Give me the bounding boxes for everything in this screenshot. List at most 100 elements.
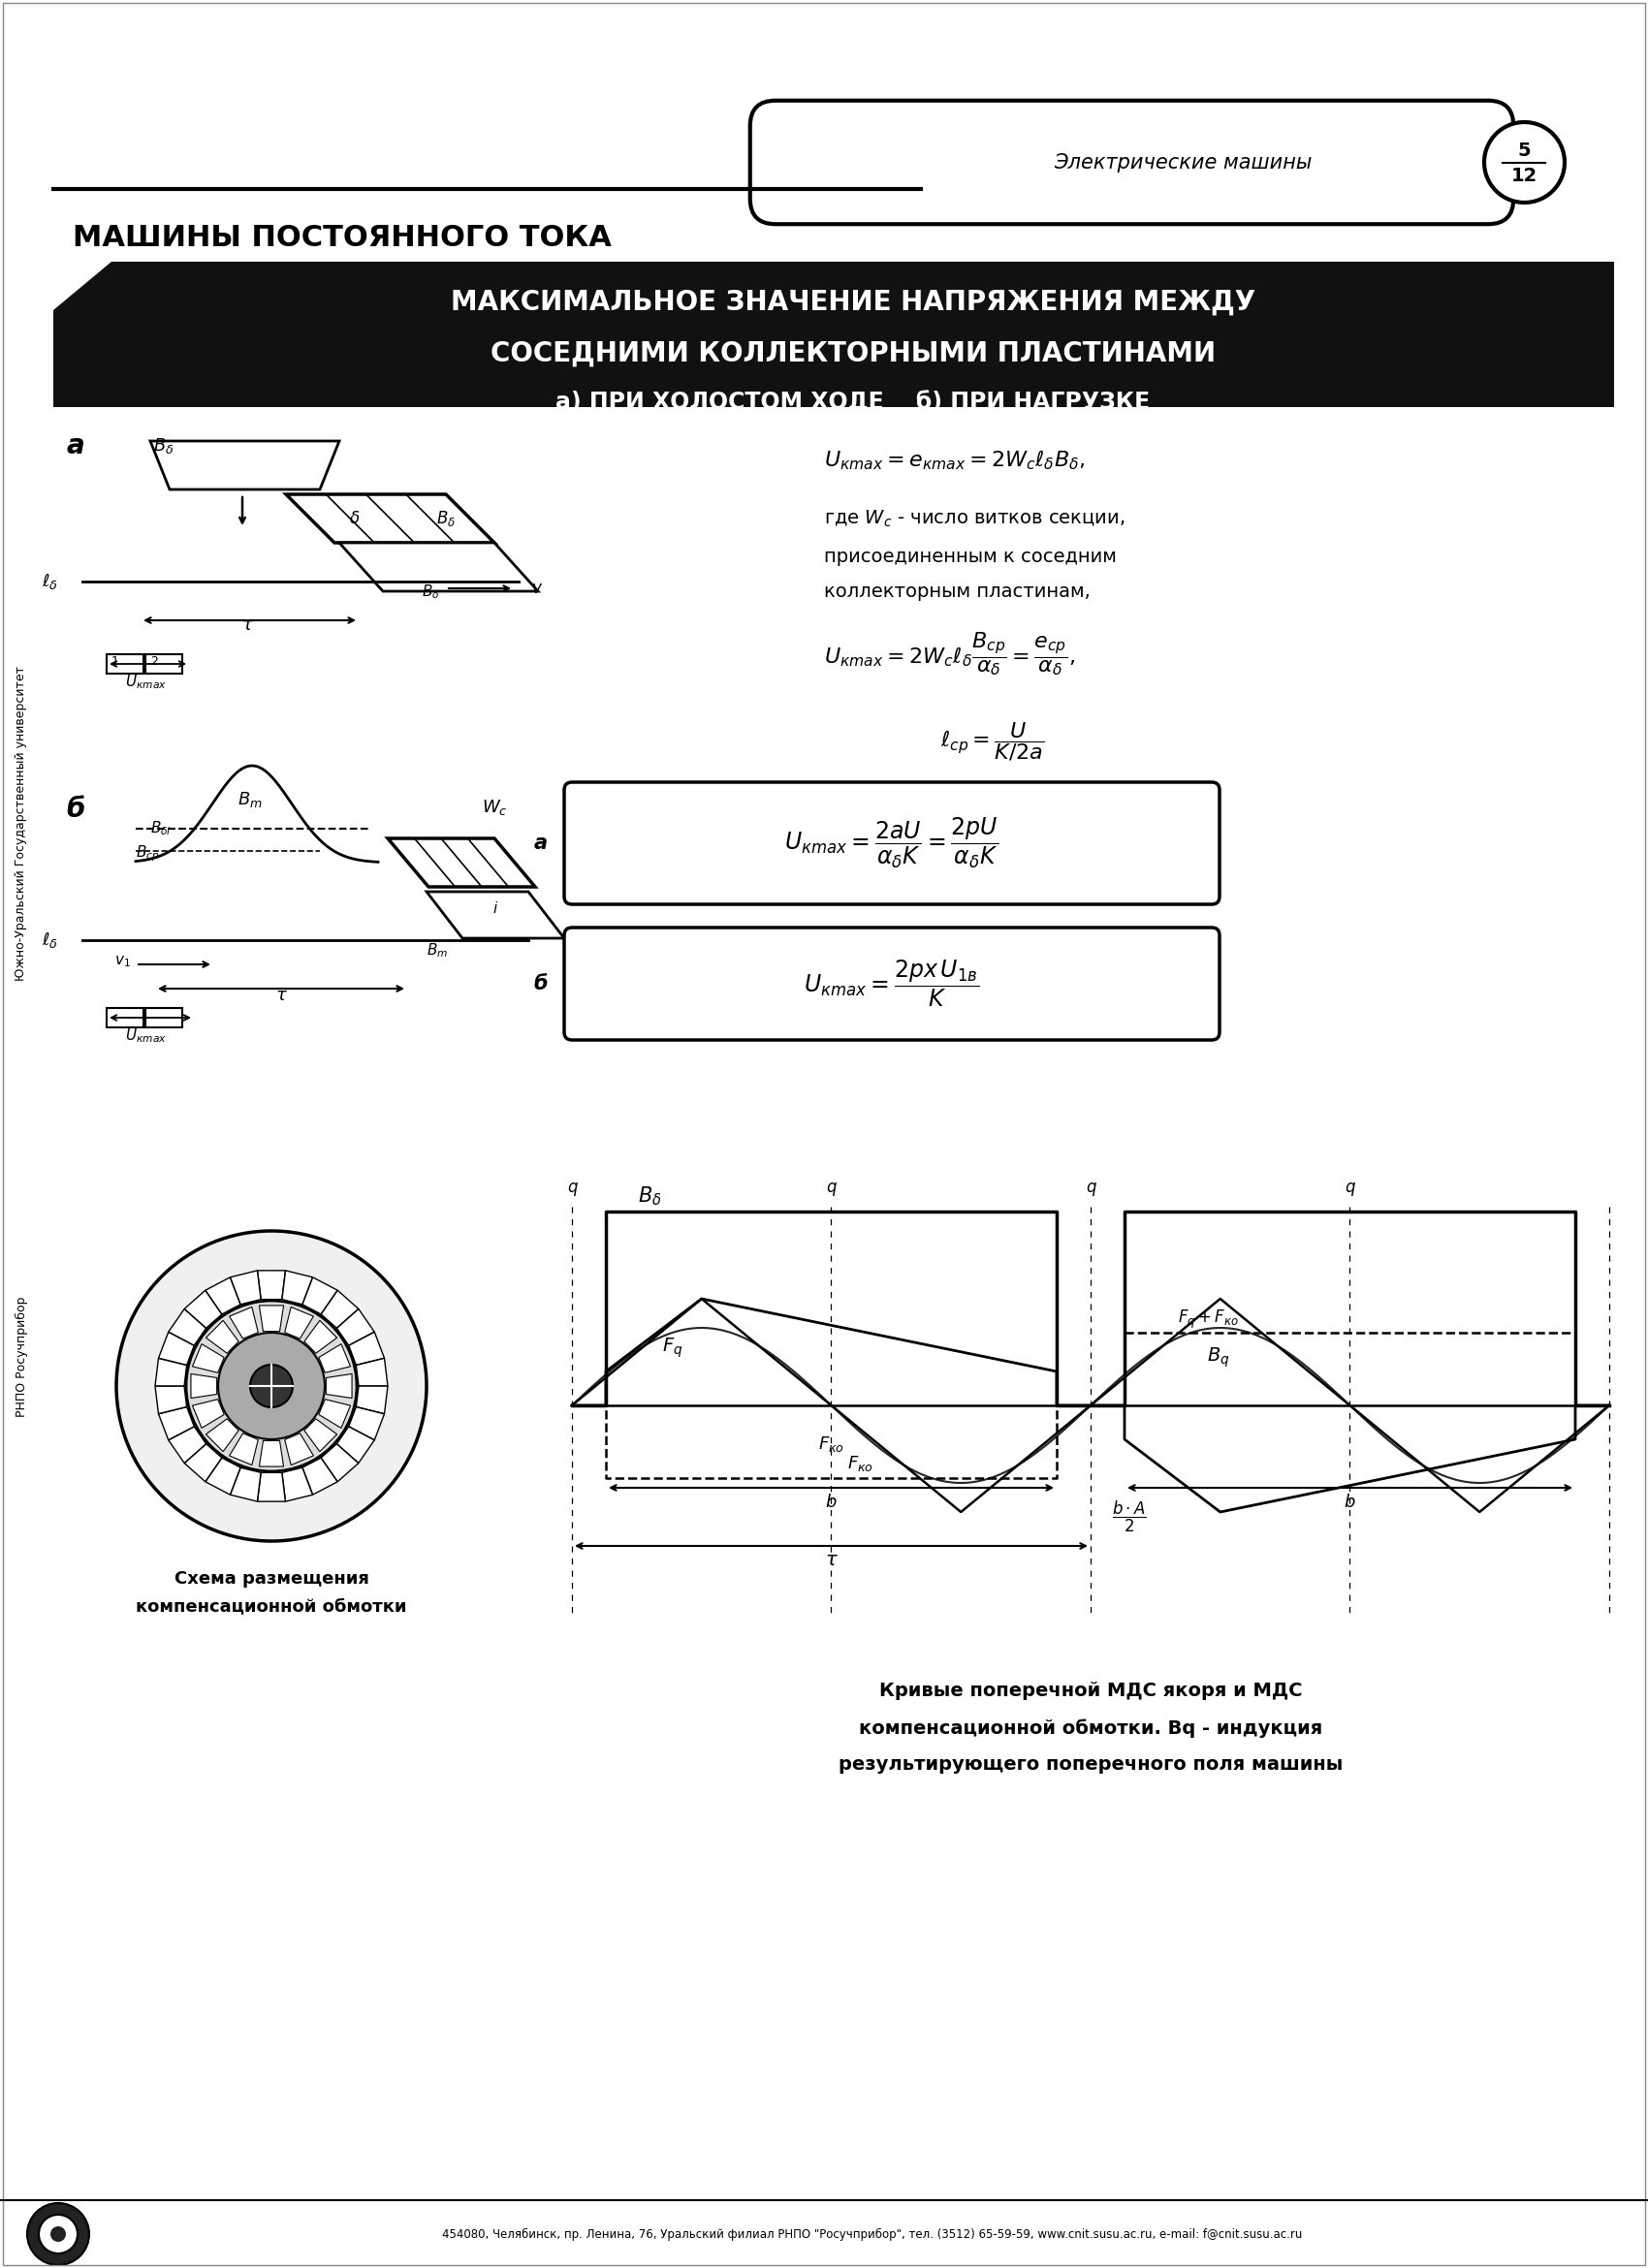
Bar bbox=[145, 653, 183, 674]
Circle shape bbox=[51, 2227, 66, 2241]
Text: $\ell_\delta$: $\ell_\delta$ bbox=[41, 930, 58, 950]
Text: $B_\delta$: $B_\delta$ bbox=[153, 435, 175, 456]
Text: $U_{кmax} = \dfrac{2px\, U_{1в}}{K}$: $U_{кmax} = \dfrac{2px\, U_{1в}}{K}$ bbox=[804, 959, 979, 1009]
Polygon shape bbox=[321, 1290, 359, 1329]
Text: б: б bbox=[534, 973, 547, 993]
Polygon shape bbox=[206, 1458, 241, 1495]
Polygon shape bbox=[158, 1406, 194, 1440]
Text: присоединенным к соседним: присоединенным к соседним bbox=[824, 549, 1117, 567]
Polygon shape bbox=[168, 1427, 206, 1463]
Text: 454080, Челябинск, пр. Ленина, 76, Уральский филиал РНПО "Росучприбор", тел. (35: 454080, Челябинск, пр. Ленина, 76, Ураль… bbox=[442, 2227, 1302, 2241]
Text: $F_{кo}$: $F_{кo}$ bbox=[817, 1433, 844, 1454]
Text: а) ПРИ ХОЛОСТОМ ХОДЕ    б) ПРИ НАГРУЗКЕ: а) ПРИ ХОЛОСТОМ ХОДЕ б) ПРИ НАГРУЗКЕ bbox=[555, 390, 1150, 413]
Text: $\tau$: $\tau$ bbox=[824, 1551, 837, 1569]
Polygon shape bbox=[158, 1331, 194, 1365]
Polygon shape bbox=[257, 1270, 285, 1300]
Text: Схема размещения: Схема размещения bbox=[175, 1569, 369, 1588]
Polygon shape bbox=[305, 1420, 336, 1452]
Polygon shape bbox=[305, 1320, 336, 1354]
Text: коллекторным пластинам,: коллекторным пластинам, bbox=[824, 583, 1091, 601]
Polygon shape bbox=[303, 1277, 338, 1313]
Circle shape bbox=[26, 2202, 89, 2266]
Text: $\tau$: $\tau$ bbox=[241, 617, 254, 633]
Text: b: b bbox=[1345, 1495, 1355, 1510]
Polygon shape bbox=[185, 1290, 222, 1329]
Text: $B_\delta$: $B_\delta$ bbox=[422, 583, 440, 601]
Polygon shape bbox=[155, 1359, 186, 1386]
Polygon shape bbox=[185, 1445, 222, 1481]
Text: $F_{кo}$: $F_{кo}$ bbox=[847, 1454, 873, 1474]
Text: $B_m$: $B_m$ bbox=[237, 789, 262, 810]
Polygon shape bbox=[206, 1277, 241, 1313]
Text: $U_{кmax}$: $U_{кmax}$ bbox=[125, 1027, 166, 1046]
Polygon shape bbox=[303, 1458, 338, 1495]
Text: СОСЕДНИМИ КОЛЛЕКТОРНЫМИ ПЛАСТИНАМИ: СОСЕДНИМИ КОЛЛЕКТОРНЫМИ ПЛАСТИНАМИ bbox=[491, 340, 1216, 367]
Bar bbox=[145, 1007, 183, 1027]
Circle shape bbox=[218, 1334, 325, 1440]
Circle shape bbox=[117, 1232, 427, 1540]
Polygon shape bbox=[336, 1309, 374, 1345]
Text: $\ell_{cp} = \dfrac{U}{K/2a}$: $\ell_{cp} = \dfrac{U}{K/2a}$ bbox=[941, 721, 1045, 762]
Text: $W_c$: $W_c$ bbox=[481, 798, 508, 816]
Polygon shape bbox=[427, 891, 564, 939]
Text: $F_q$: $F_q$ bbox=[662, 1336, 682, 1361]
Text: результирующего поперечного поля машины: результирующего поперечного поля машины bbox=[839, 1755, 1343, 1774]
Text: $B_q$: $B_q$ bbox=[1206, 1347, 1229, 1370]
Text: $B_{cp}$: $B_{cp}$ bbox=[135, 844, 160, 864]
Text: q: q bbox=[826, 1179, 836, 1195]
Polygon shape bbox=[387, 839, 536, 887]
Polygon shape bbox=[191, 1374, 218, 1397]
Polygon shape bbox=[349, 1406, 384, 1440]
Polygon shape bbox=[155, 1386, 186, 1413]
Text: $v$: $v$ bbox=[531, 581, 542, 596]
Text: $U_{кmax}$: $U_{кmax}$ bbox=[125, 674, 166, 692]
Polygon shape bbox=[326, 1374, 353, 1397]
Text: $i$: $i$ bbox=[493, 900, 498, 916]
Text: $U_{кmax} = e_{кmax} = 2W_c \ell_\delta B_\delta,$: $U_{кmax} = e_{кmax} = 2W_c \ell_\delta … bbox=[824, 449, 1084, 472]
Text: 1: 1 bbox=[112, 655, 119, 669]
Polygon shape bbox=[206, 1420, 239, 1452]
Text: q: q bbox=[1345, 1179, 1355, 1195]
Text: Кривые поперечной МДС якоря и МДС: Кривые поперечной МДС якоря и МДС bbox=[878, 1681, 1302, 1701]
Text: $U_{кmax} = 2W_c \ell_\delta \dfrac{B_{cp}}{\alpha_\delta} = \dfrac{e_{cp}}{\alp: $U_{кmax} = 2W_c \ell_\delta \dfrac{B_{c… bbox=[824, 631, 1074, 678]
Polygon shape bbox=[321, 1445, 359, 1481]
Text: 2: 2 bbox=[150, 655, 158, 669]
Text: а: а bbox=[66, 433, 84, 460]
Circle shape bbox=[250, 1365, 293, 1408]
Text: $\tau$: $\tau$ bbox=[275, 987, 287, 1005]
Text: Южно-Уральский Государственный университет: Южно-Уральский Государственный университ… bbox=[15, 667, 28, 982]
Text: $\dfrac{b \cdot A}{2}$: $\dfrac{b \cdot A}{2}$ bbox=[1112, 1499, 1147, 1533]
FancyBboxPatch shape bbox=[750, 100, 1513, 225]
Text: где $W_c$ - число витков секции,: где $W_c$ - число витков секции, bbox=[824, 508, 1126, 528]
Polygon shape bbox=[282, 1270, 313, 1304]
Polygon shape bbox=[259, 1306, 283, 1331]
Text: $B_{\delta i}$: $B_{\delta i}$ bbox=[150, 819, 171, 837]
Polygon shape bbox=[168, 1309, 206, 1345]
Text: МАКСИМАЛЬНОЕ ЗНАЧЕНИЕ НАПРЯЖЕНИЯ МЕЖДУ: МАКСИМАЛЬНОЕ ЗНАЧЕНИЕ НАПРЯЖЕНИЯ МЕЖДУ bbox=[450, 288, 1256, 315]
Polygon shape bbox=[336, 1427, 374, 1463]
Text: $B_m$: $B_m$ bbox=[427, 941, 448, 959]
Polygon shape bbox=[339, 542, 537, 592]
Circle shape bbox=[186, 1302, 356, 1472]
Text: $\ell_\delta$: $\ell_\delta$ bbox=[41, 572, 58, 592]
Text: компенсационной обмотки: компенсационной обмотки bbox=[135, 1597, 407, 1615]
FancyBboxPatch shape bbox=[564, 782, 1220, 905]
Text: МАШИНЫ ПОСТОЯННОГО ТОКА: МАШИНЫ ПОСТОЯННОГО ТОКА bbox=[73, 225, 611, 252]
Polygon shape bbox=[285, 1433, 313, 1465]
Bar bbox=[107, 1007, 143, 1027]
Polygon shape bbox=[150, 440, 339, 490]
Text: 5: 5 bbox=[1518, 141, 1531, 161]
Polygon shape bbox=[206, 1320, 239, 1354]
Polygon shape bbox=[229, 1433, 259, 1465]
FancyBboxPatch shape bbox=[564, 928, 1220, 1041]
Text: b: b bbox=[826, 1495, 837, 1510]
Text: q: q bbox=[567, 1179, 577, 1195]
Text: $\delta$: $\delta$ bbox=[349, 510, 359, 526]
Text: q: q bbox=[1086, 1179, 1096, 1195]
Circle shape bbox=[40, 2214, 77, 2254]
Text: б: б bbox=[66, 796, 86, 823]
Polygon shape bbox=[356, 1359, 387, 1386]
Circle shape bbox=[1485, 122, 1564, 202]
Text: Электрические машины: Электрические машины bbox=[1055, 152, 1312, 172]
Polygon shape bbox=[318, 1345, 351, 1372]
